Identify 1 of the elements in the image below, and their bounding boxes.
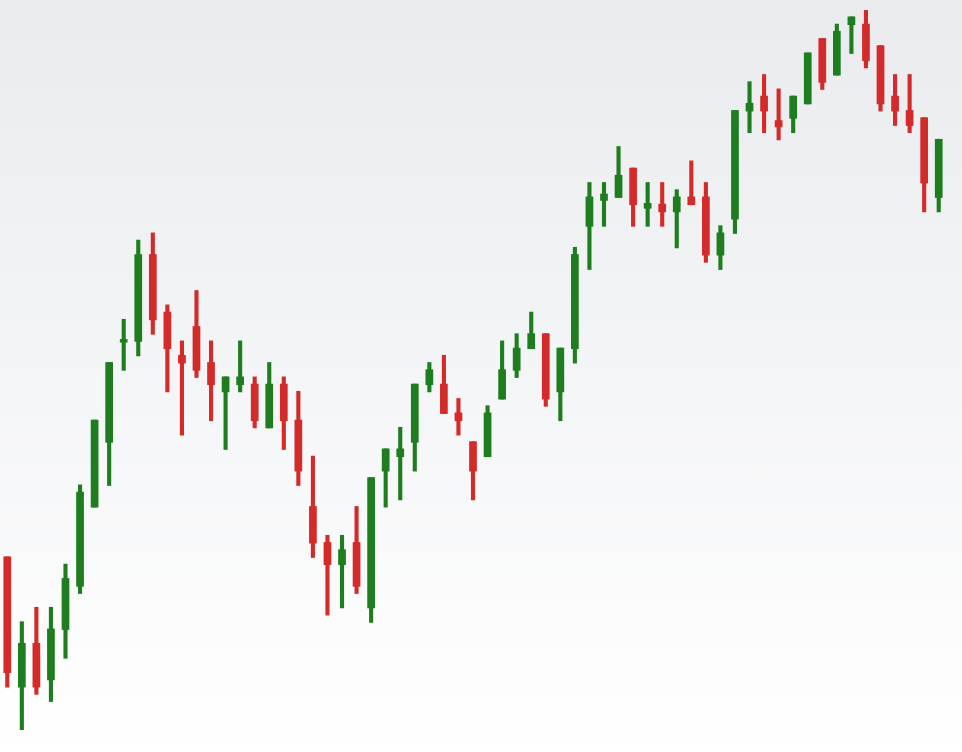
candlestick — [119, 318, 128, 371]
